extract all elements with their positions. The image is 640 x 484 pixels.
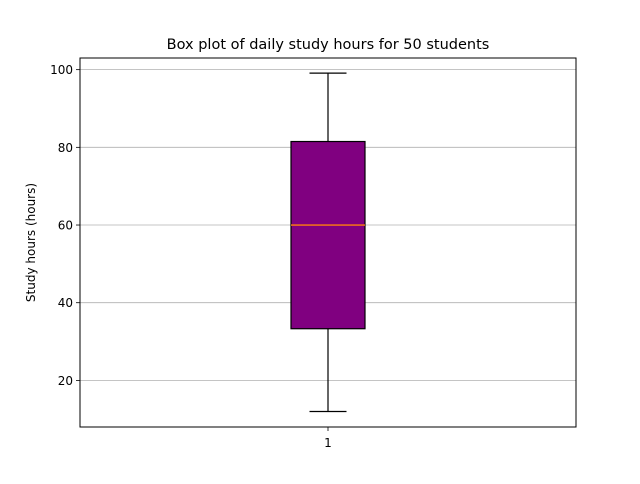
y-tick-label: 100 (50, 63, 73, 77)
box-layer (290, 72, 366, 413)
y-tick-label: 20 (58, 374, 73, 388)
interquartile-box (290, 140, 366, 330)
x-axis-ticks: 1 (324, 427, 332, 450)
y-axis-label: Study hours (hours) (24, 183, 38, 302)
y-tick-label: 80 (58, 141, 73, 155)
x-tick-label: 1 (324, 436, 332, 450)
y-tick-label: 60 (58, 219, 73, 233)
y-tick-label: 40 (58, 296, 73, 310)
y-axis-ticks: 20 40 60 80 100 (50, 63, 80, 388)
chart-title: Box plot of daily study hours for 50 stu… (167, 37, 490, 53)
